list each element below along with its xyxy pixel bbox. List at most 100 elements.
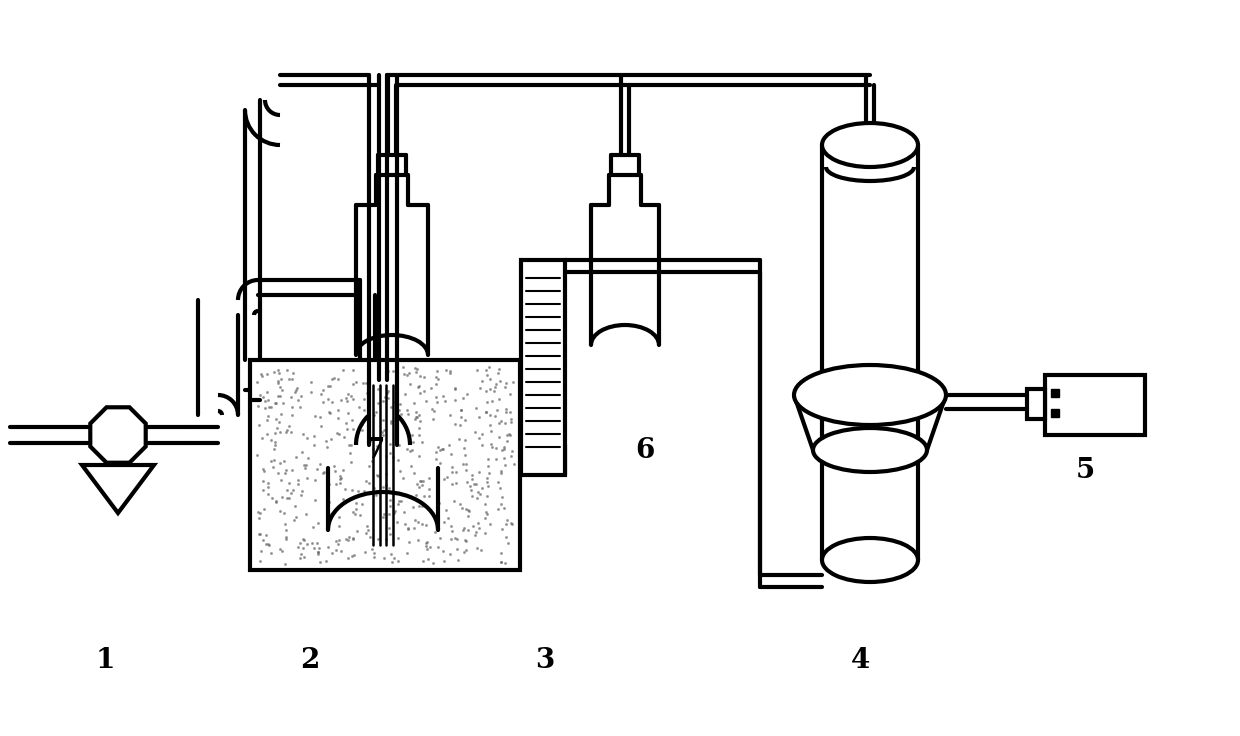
Point [329, 404, 348, 416]
Point [378, 365, 398, 377]
Point [389, 495, 409, 506]
Point [433, 545, 453, 556]
Point [407, 363, 427, 375]
Point [481, 425, 501, 436]
Point [305, 439, 325, 450]
Point [487, 367, 507, 379]
Point [383, 452, 403, 464]
Point [404, 467, 424, 479]
Point [470, 488, 490, 500]
Point [319, 518, 339, 530]
Point [428, 373, 448, 385]
Point [388, 498, 408, 510]
Point [301, 386, 321, 397]
Point [363, 483, 383, 495]
Point [281, 402, 301, 414]
Point [304, 542, 324, 554]
Point [309, 548, 329, 559]
Point [428, 523, 448, 535]
Point [445, 382, 465, 394]
Ellipse shape [808, 375, 932, 415]
Point [356, 546, 376, 558]
Point [305, 474, 325, 486]
Point [491, 465, 511, 477]
Point [491, 556, 511, 568]
Point [476, 506, 496, 518]
Point [273, 397, 293, 408]
Point [255, 402, 275, 414]
Point [414, 385, 434, 397]
Point [336, 423, 356, 435]
Point [290, 400, 310, 412]
Point [335, 483, 355, 495]
Point [304, 431, 324, 442]
Point [428, 522, 448, 534]
Point [413, 518, 433, 530]
Point [269, 367, 289, 378]
Point [419, 490, 439, 502]
Point [310, 411, 330, 423]
Point [450, 419, 470, 431]
Point [405, 362, 425, 374]
Point [249, 555, 269, 567]
Point [320, 406, 340, 418]
Point [330, 470, 350, 482]
Point [301, 537, 321, 549]
Point [378, 392, 398, 404]
Point [293, 428, 312, 440]
Point [443, 461, 463, 473]
Point [423, 403, 443, 414]
Point [326, 478, 346, 489]
Point [459, 505, 479, 517]
Point [445, 383, 465, 394]
Point [503, 376, 523, 388]
Point [348, 485, 368, 497]
Point [498, 428, 518, 439]
Point [425, 391, 445, 403]
Point [391, 495, 410, 506]
Point [265, 436, 285, 448]
Point [253, 475, 273, 486]
Point [424, 406, 444, 417]
Point [252, 370, 272, 382]
Point [425, 447, 445, 459]
Point [417, 394, 436, 406]
Point [436, 364, 456, 376]
Point [481, 441, 501, 453]
Point [458, 388, 477, 400]
Point [444, 495, 464, 507]
Point [255, 395, 275, 407]
Point [330, 477, 350, 489]
Point [475, 512, 495, 524]
Point [472, 375, 492, 386]
Point [377, 533, 397, 545]
Point [441, 533, 461, 545]
Point [417, 537, 436, 549]
Point [496, 557, 516, 569]
Point [467, 542, 487, 553]
Point [487, 404, 507, 416]
Point [362, 456, 382, 467]
Point [423, 557, 443, 569]
Point [397, 404, 417, 416]
Point [308, 545, 327, 557]
Text: 5: 5 [1075, 456, 1095, 484]
Point [341, 439, 361, 450]
Point [477, 476, 497, 488]
Point [279, 420, 299, 431]
Point [319, 381, 339, 392]
Point [305, 411, 325, 422]
Point [501, 450, 521, 461]
Point [275, 518, 295, 530]
Point [466, 526, 486, 537]
Point [283, 464, 303, 475]
Point [284, 484, 304, 496]
Point [381, 528, 401, 540]
Point [486, 442, 506, 454]
Point [491, 556, 511, 567]
Point [255, 538, 275, 550]
Point [356, 527, 376, 539]
Point [501, 413, 521, 425]
Point [497, 428, 517, 440]
Point [399, 367, 419, 379]
